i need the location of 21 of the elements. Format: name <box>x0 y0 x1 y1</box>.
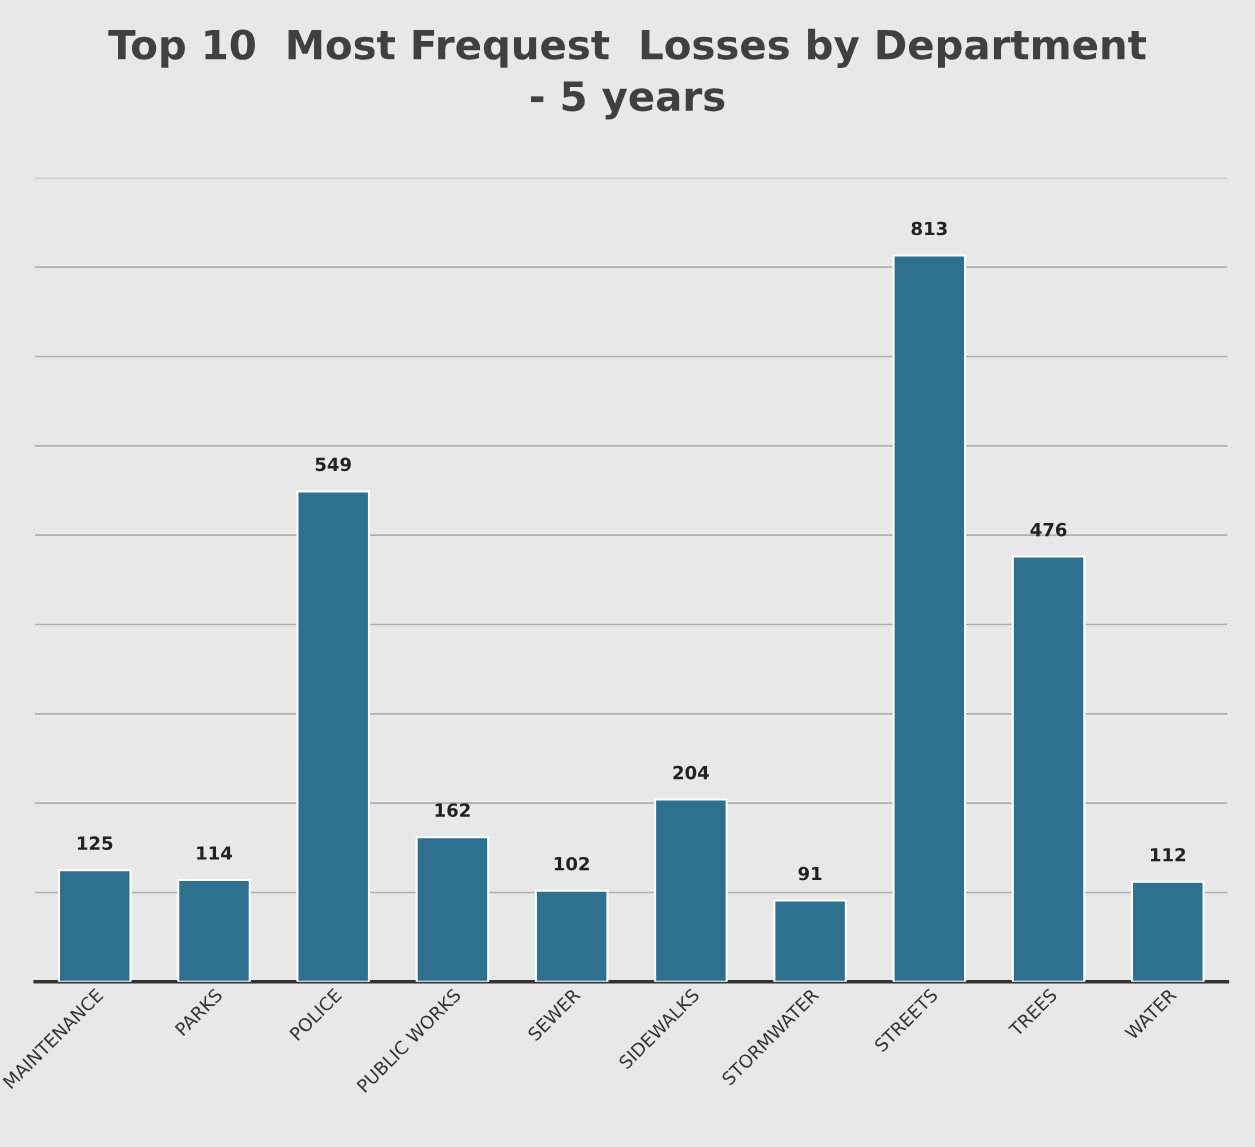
bar <box>57 869 132 982</box>
data-label: 204 <box>673 765 709 780</box>
data-label: 476 <box>1030 522 1067 537</box>
bar <box>296 490 371 982</box>
data-label: 813 <box>911 221 947 236</box>
bar <box>177 878 251 982</box>
data-label: 114 <box>197 846 232 860</box>
bar <box>773 899 847 982</box>
data-label: 549 <box>315 457 351 472</box>
data-label: 102 <box>554 856 589 871</box>
bar <box>892 254 967 982</box>
chart-title: Top 10 Most Frequest Losses by Department - 5 years <box>108 28 1146 120</box>
data-label: 112 <box>1150 847 1186 862</box>
bar <box>1011 555 1086 982</box>
bar <box>534 889 609 982</box>
bar <box>415 836 490 982</box>
bar <box>1130 880 1205 982</box>
bar <box>654 798 728 982</box>
data-label: 162 <box>435 803 470 817</box>
data-label: 125 <box>77 836 113 850</box>
data-label: 91 <box>798 866 822 881</box>
